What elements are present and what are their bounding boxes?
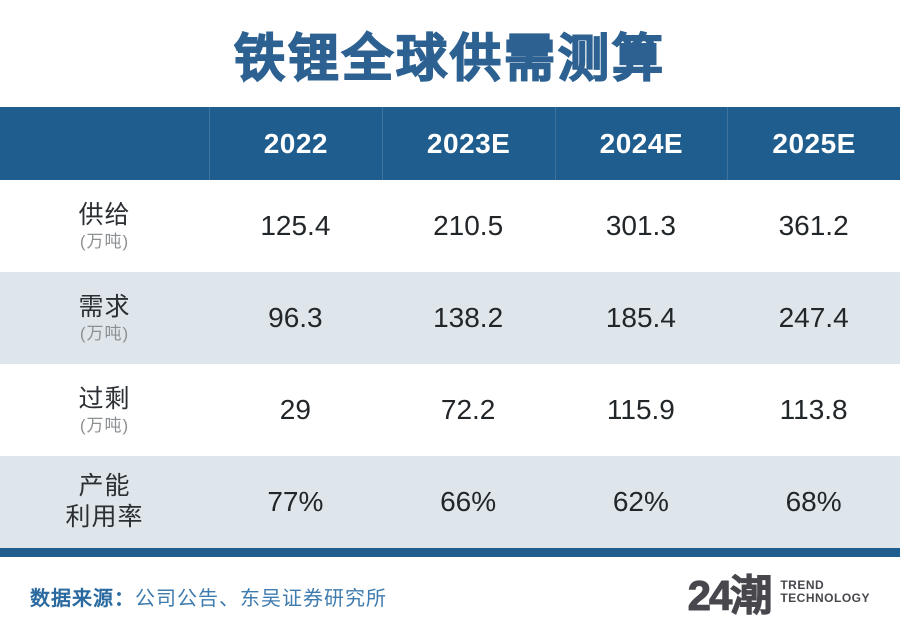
row-label-supply: 供给 (万吨) <box>0 180 209 272</box>
cell-value: 113.8 <box>779 394 848 425</box>
logo-subtitle-line1: TREND <box>780 577 825 592</box>
cell-value: 29 <box>279 394 311 425</box>
cell-value: 247.4 <box>778 302 849 333</box>
cell-value: 62% <box>612 486 669 517</box>
header-cell-2025e: 2025E <box>727 107 900 180</box>
cell-value: 125.4 <box>260 210 331 241</box>
cell-value: 138.2 <box>433 302 504 333</box>
cell-value: 96.3 <box>268 302 323 333</box>
footer: 数据来源：公司公告、东吴证券研究所 24潮 TREND TECHNOLOGY <box>0 557 900 635</box>
title-band: 铁锂全球供需测算 <box>0 0 900 107</box>
page-title: 铁锂全球供需测算 <box>233 29 666 88</box>
row-unit-text: (万吨) <box>79 324 130 343</box>
row-label-text: 过剩 <box>78 384 131 413</box>
cell-value: 210.5 <box>433 210 504 241</box>
header-cell-2024e: 2024E <box>554 107 728 180</box>
cell-value: 115.9 <box>606 394 675 425</box>
header-cell-2023e: 2023E <box>381 107 555 180</box>
table-row-demand: 需求 (万吨) 96.3 138.2 185.4 247.4 <box>0 272 900 364</box>
row-label-demand: 需求 (万吨) <box>0 272 209 364</box>
header-cell-2022: 2022 <box>209 107 382 180</box>
row-label-text: 供给 <box>78 200 131 229</box>
data-source: 数据来源：公司公告、东吴证券研究所 <box>30 582 387 611</box>
table-header-row: 2022 2023E 2024E 2025E <box>0 107 900 180</box>
cell-value: 68% <box>785 486 842 517</box>
cell-value: 66% <box>440 486 497 517</box>
table-bottom-bar <box>0 548 900 557</box>
logo-subtitle-line2: TECHNOLOGY <box>780 591 870 605</box>
row-label-text: 产能 <box>78 471 131 500</box>
brand-logo: 24潮 TREND TECHNOLOGY <box>687 572 870 619</box>
header-cell-empty <box>0 107 209 180</box>
row-label-utilization: 产能 利用率 <box>0 456 209 548</box>
logo-subtitle: TREND TECHNOLOGY <box>780 577 870 613</box>
row-unit-text: (万吨) <box>79 416 130 435</box>
cell-value: 72.2 <box>440 394 496 425</box>
cell-value: 185.4 <box>605 302 676 333</box>
row-label-text: 需求 <box>78 292 131 321</box>
row-unit-text: (万吨) <box>79 232 130 251</box>
logo-24chao-text: 24潮 <box>687 572 773 619</box>
row-label-surplus: 过剩 (万吨) <box>0 364 209 456</box>
row-label-text-line2: 利用率 <box>65 503 144 531</box>
cell-value: 361.2 <box>778 210 849 241</box>
table-row-supply: 供给 (万吨) 125.4 210.5 301.3 361.2 <box>0 180 900 272</box>
table-row-utilization: 产能 利用率 77% 66% 62% 68% <box>0 456 900 548</box>
data-source-label: 数据来源： <box>30 587 135 610</box>
data-source-text: 公司公告、东吴证券研究所 <box>135 587 387 610</box>
table-row-surplus: 过剩 (万吨) 29 72.2 115.9 113.8 <box>0 364 900 456</box>
cell-value: 301.3 <box>605 210 676 241</box>
cell-value: 77% <box>267 486 324 517</box>
